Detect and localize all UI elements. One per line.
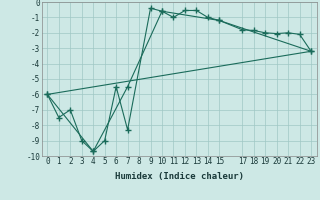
X-axis label: Humidex (Indice chaleur): Humidex (Indice chaleur) bbox=[115, 172, 244, 181]
